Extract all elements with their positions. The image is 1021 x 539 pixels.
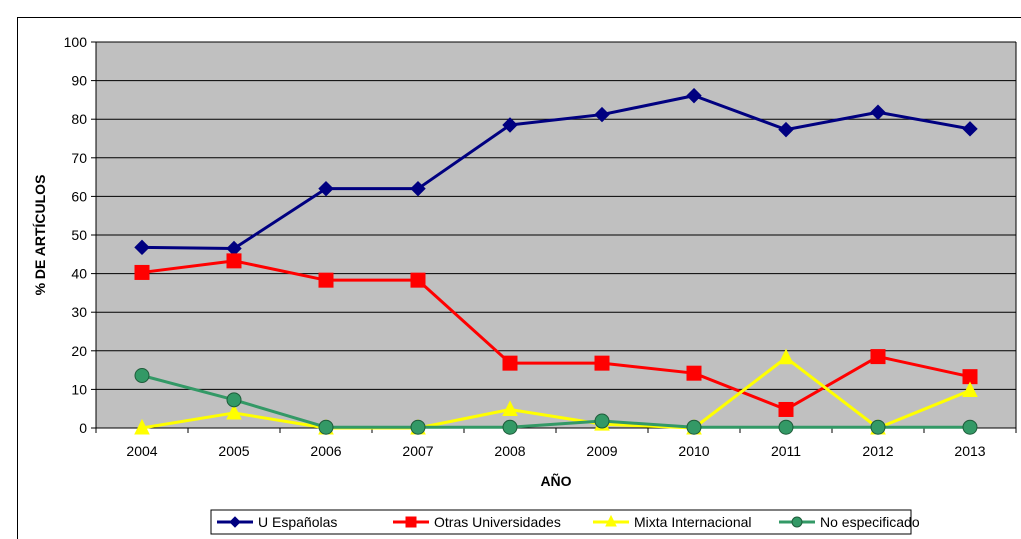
y-tick-label: 90 bbox=[71, 73, 87, 89]
data-point-diamond bbox=[870, 104, 886, 120]
series-lines bbox=[141, 94, 971, 430]
data-point-diamond bbox=[594, 106, 610, 123]
x-tick-label: 2005 bbox=[218, 443, 249, 459]
data-point-diamond bbox=[410, 180, 426, 197]
data-point-circle bbox=[318, 419, 334, 435]
y-tick-label: 20 bbox=[71, 343, 87, 359]
x-tick-label: 2004 bbox=[126, 443, 157, 459]
data-point-circle bbox=[134, 368, 150, 384]
y-tick-label: 40 bbox=[71, 266, 87, 282]
x-tick-label: 2006 bbox=[310, 443, 341, 459]
data-point-diamond bbox=[502, 117, 518, 133]
data-point-triangle bbox=[605, 514, 617, 527]
y-tick-label: 70 bbox=[71, 150, 87, 166]
x-tick-label: 2007 bbox=[402, 443, 433, 459]
y-tick-label: 30 bbox=[71, 304, 87, 320]
data-point-square bbox=[502, 355, 518, 371]
x-tick-labels: 2004 2005 2006 2007 2008 2009 2010 2011 2012 2013 bbox=[126, 443, 985, 459]
data-point-square bbox=[134, 264, 150, 280]
data-point-diamond bbox=[962, 121, 978, 137]
x-axis-title: AÑO bbox=[540, 472, 571, 489]
data-point-triangle bbox=[502, 400, 518, 416]
data-point-circle bbox=[962, 419, 978, 435]
x-tick-label: 2010 bbox=[678, 443, 709, 459]
legend-label: Otras Universidades bbox=[434, 514, 561, 530]
data-point-triangle bbox=[778, 348, 794, 365]
x-tick-label: 2013 bbox=[954, 443, 985, 459]
data-point-circle bbox=[870, 419, 886, 435]
y-tick-label: 0 bbox=[79, 420, 87, 436]
data-point-square bbox=[778, 401, 794, 417]
data-point-triangle bbox=[962, 381, 978, 398]
y-axis-title: % DE ARTÍCULOS bbox=[32, 175, 48, 296]
legend-label: Mixta Internacional bbox=[634, 514, 752, 530]
y-tick-label: 10 bbox=[71, 381, 87, 397]
data-point-diamond bbox=[686, 87, 702, 104]
data-point-diamond bbox=[778, 121, 794, 138]
data-point-square bbox=[405, 516, 417, 528]
y-tick-labels: 0 10 20 30 40 50 60 70 80 90 100 bbox=[64, 34, 88, 436]
x-tick-label: 2009 bbox=[586, 443, 617, 459]
data-point-square bbox=[410, 272, 426, 288]
legend-label: U Españolas bbox=[258, 514, 337, 530]
series-line bbox=[141, 356, 971, 430]
x-tick-label: 2008 bbox=[494, 443, 525, 459]
data-point-circle bbox=[502, 419, 518, 435]
data-point-square bbox=[318, 272, 334, 288]
data-point-circle bbox=[594, 413, 610, 429]
y-tick-label: 50 bbox=[71, 227, 87, 243]
y-tick-label: 100 bbox=[64, 34, 88, 50]
data-point-square bbox=[870, 349, 886, 365]
data-point-triangle bbox=[226, 403, 242, 420]
data-point-circle bbox=[791, 516, 803, 528]
data-point-diamond bbox=[318, 180, 334, 197]
data-point-square bbox=[594, 355, 610, 371]
y-tick-label: 60 bbox=[71, 188, 87, 204]
data-point-circle bbox=[778, 419, 794, 435]
x-tick-label: 2012 bbox=[862, 443, 893, 459]
data-point-diamond bbox=[134, 239, 150, 256]
data-point-diamond bbox=[229, 516, 241, 528]
chart-frame bbox=[17, 17, 1021, 539]
series-line bbox=[141, 374, 970, 429]
series-markers bbox=[134, 87, 978, 435]
series-line bbox=[141, 94, 971, 251]
legend-label: No especificado bbox=[820, 514, 920, 530]
legend: U Españolas Otras Universidades Mixta Inte… bbox=[210, 509, 920, 535]
data-point-circle bbox=[686, 419, 702, 435]
data-point-triangle bbox=[134, 418, 150, 435]
y-tick-label: 80 bbox=[71, 111, 87, 127]
x-tick-label: 2011 bbox=[771, 443, 801, 459]
data-point-square bbox=[226, 253, 242, 269]
data-point-circle bbox=[410, 419, 426, 435]
data-point-circle bbox=[226, 392, 242, 408]
series-line bbox=[141, 259, 971, 411]
data-point-square bbox=[686, 365, 702, 381]
